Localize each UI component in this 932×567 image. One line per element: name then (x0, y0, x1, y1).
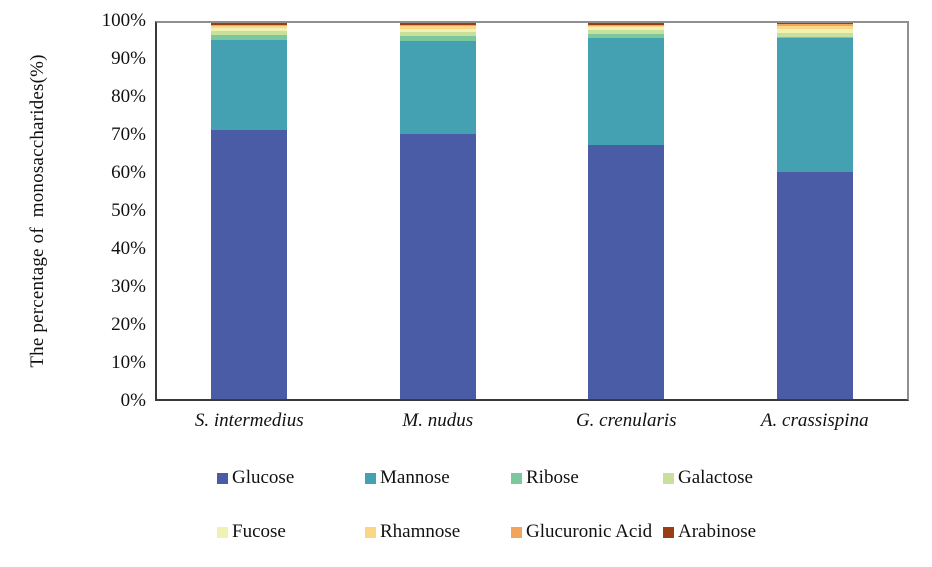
y-tick-label: 10% (111, 352, 146, 373)
legend-swatch-icon (663, 526, 674, 538)
bar-segment-rhamnose (776, 26, 853, 30)
y-tick-label: 0% (120, 390, 146, 411)
legend-swatch-icon (365, 472, 376, 484)
y-tick-label: 50% (111, 200, 146, 221)
bar-segment-galactose (399, 32, 476, 36)
legend-item-fucose: Fucose (217, 521, 365, 543)
bar-segment-ribose (776, 36, 853, 39)
y-tick-label: 40% (111, 238, 146, 259)
legend-swatch-icon (217, 472, 228, 484)
bar-segment-galactose (588, 30, 665, 34)
legend-item-rhamnose: Rhamnose (365, 521, 511, 543)
legend-item-galactose: Galactose (663, 467, 753, 489)
x-category-label: G. crenularis (575, 410, 677, 431)
bar-segment-glucose (588, 145, 665, 399)
legend-label: Glucose (232, 467, 295, 488)
y-tick-label: 80% (111, 86, 146, 107)
legend-swatch-icon (217, 526, 228, 538)
bar-segment-ribose (588, 33, 665, 39)
bar-segment-arabinose (211, 23, 288, 25)
legend-swatch-icon (663, 472, 674, 484)
y-tick-label: 90% (111, 48, 146, 69)
y-tick-label: 20% (111, 314, 146, 335)
bar-segment-glucose (776, 171, 853, 399)
bar-segment-arabinose (588, 23, 665, 25)
legend-row-2: Fucose Rhamnose Glucuronic Acid Arabinose (217, 521, 756, 543)
bar-segment-glucose (211, 130, 288, 399)
y-tick-label: 60% (111, 162, 146, 183)
bar-segment-fucose (588, 27, 665, 31)
x-category-label: A. crassispina (760, 410, 869, 431)
legend-item-arabinose: Arabinose (663, 521, 756, 543)
stacked-bar-2 (399, 23, 476, 399)
bar-segment-arabinose (399, 23, 476, 25)
bar-segment-mannose (399, 40, 476, 134)
legend-item-glucose: Glucose (217, 467, 365, 489)
legend-label: Ribose (526, 467, 579, 488)
bar-segment-rhamnose (399, 26, 476, 29)
legend-swatch-icon (511, 526, 522, 538)
bar-segment-fucose (211, 28, 288, 32)
bar-segment-ribose (211, 34, 288, 40)
y-tick-label: 30% (111, 276, 146, 297)
stacked-bar-3 (588, 23, 665, 399)
x-category-label: S. intermedius (194, 410, 304, 431)
bar-segment-mannose (776, 38, 853, 172)
legend-label: Mannose (380, 467, 450, 488)
plot-area (155, 21, 909, 401)
bar-segment-fucose (776, 29, 853, 34)
bar-segment-glucuronic-acid (776, 24, 853, 27)
bar-segment-glucuronic-acid (211, 24, 288, 27)
bar-segment-mannose (588, 38, 665, 146)
legend-label: Glucuronic Acid (526, 521, 653, 542)
bar-segment-fucose (399, 28, 476, 33)
legend-item-glucuronic-acid: Glucuronic Acid (511, 521, 663, 543)
bar-segment-galactose (211, 31, 288, 35)
legend-label: Galactose (678, 467, 753, 488)
legend-label: Rhamnose (380, 521, 461, 542)
bar-segment-galactose (776, 33, 853, 37)
bar-segment-rhamnose (211, 26, 288, 29)
y-tick-label: 100% (101, 10, 146, 31)
stacked-bar-4 (776, 23, 853, 399)
bar-segment-rhamnose (588, 26, 665, 28)
bar-segment-ribose (399, 35, 476, 41)
legend-item-mannose: Mannose (365, 467, 511, 489)
bar-segment-glucose (399, 133, 476, 399)
y-axis-title: The percentage of monosaccharides(%) (27, 54, 48, 368)
legend-label: Fucose (232, 521, 286, 542)
bar-segment-mannose (211, 39, 288, 131)
x-category-label: M. nudus (402, 410, 474, 431)
bar-segment-glucuronic-acid (588, 24, 665, 27)
legend-row-1: Glucose Mannose Ribose Galactose (217, 467, 753, 489)
legend-swatch-icon (365, 526, 376, 538)
legend-item-ribose: Ribose (511, 467, 663, 489)
stacked-bar-1 (211, 23, 288, 399)
y-tick-label: 70% (111, 124, 146, 145)
bar-segment-arabinose (776, 23, 853, 25)
legend-label: Arabinose (678, 521, 757, 542)
bar-segment-glucuronic-acid (399, 24, 476, 27)
legend-swatch-icon (511, 472, 522, 484)
